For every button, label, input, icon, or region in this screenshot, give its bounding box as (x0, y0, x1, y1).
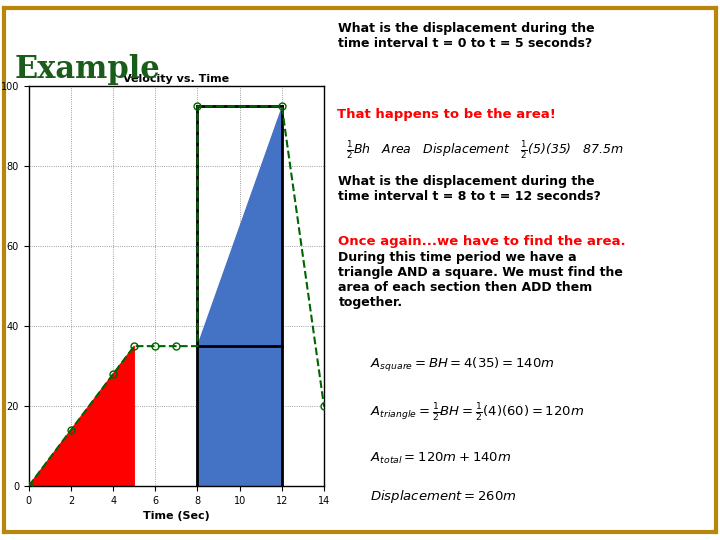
Polygon shape (197, 346, 282, 486)
Text: $A_{total} = 120m + 140m$: $A_{total} = 120m + 140m$ (371, 451, 512, 467)
Polygon shape (197, 106, 282, 346)
Polygon shape (29, 346, 134, 486)
Title: Velocity vs. Time: Velocity vs. Time (123, 74, 230, 84)
Text: During this time period we have a
triangle AND a square. We must find the
area o: During this time period we have a triang… (338, 251, 624, 309)
Text: $Displacement = 260m$: $Displacement = 260m$ (371, 488, 517, 505)
Text: Once again...we have to find the area.: Once again...we have to find the area. (338, 235, 626, 248)
Text: That happens to be the area!: That happens to be the area! (337, 108, 556, 121)
Text: $A_{triangle} = \frac{1}{2}BH = \frac{1}{2}(4)(60) = 120m$: $A_{triangle} = \frac{1}{2}BH = \frac{1}… (371, 402, 585, 424)
Text: What is the displacement during the
time interval t = 8 to t = 12 seconds?: What is the displacement during the time… (338, 176, 601, 204)
Text: $A_{square} = BH = 4(35) = 140m$: $A_{square} = BH = 4(35) = 140m$ (371, 356, 555, 374)
Text: What is the displacement during the
time interval t = 0 to t = 5 seconds?: What is the displacement during the time… (338, 22, 595, 50)
Text: $\frac{1}{2}$Bh   Area   Displacement   $\frac{1}{2}$(5)(35)   87.5m: $\frac{1}{2}$Bh Area Displacement $\frac… (346, 139, 624, 161)
Text: Example: Example (14, 54, 160, 85)
X-axis label: Time (Sec): Time (Sec) (143, 511, 210, 521)
